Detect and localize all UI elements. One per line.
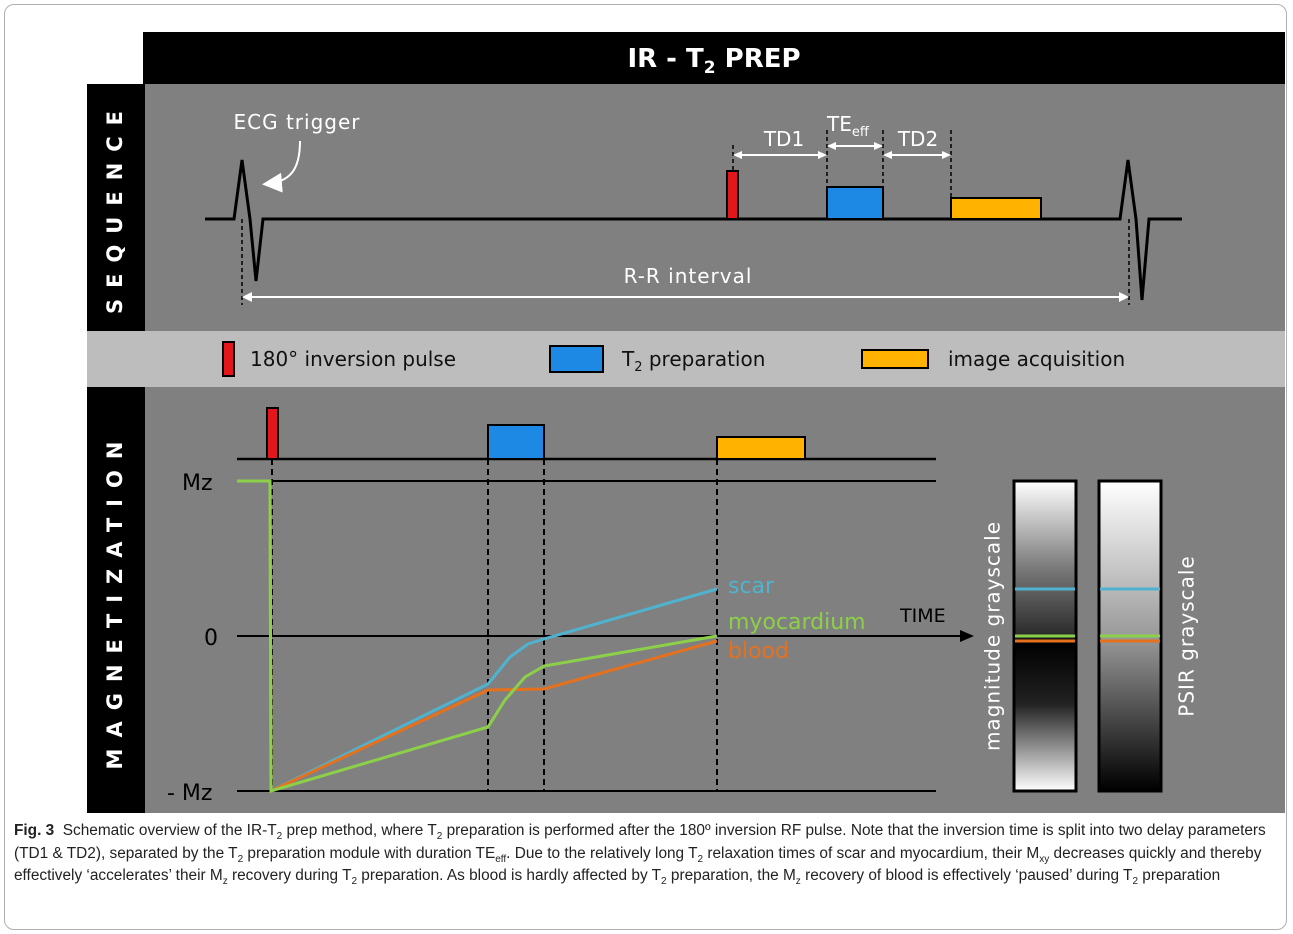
te-eff-label: TEeff	[826, 112, 870, 140]
rr-interval-label: R-R interval	[624, 264, 753, 288]
zero-label: 0	[204, 626, 218, 651]
sequence-panel	[145, 84, 1285, 331]
mz-top-label: Mz	[182, 471, 213, 496]
inversion-pulse-block	[726, 170, 739, 220]
ecg-trigger-label: ECG trigger	[234, 110, 361, 134]
mag-acquisition-block	[716, 436, 806, 460]
magnetization-side-label: MAGNETIZATION	[103, 431, 127, 770]
grayscale-markers	[1015, 587, 1160, 643]
magnitude-label: magnitude grayscale	[981, 521, 1005, 751]
title-bar	[143, 32, 1285, 84]
myocardium-label: myocardium	[728, 610, 866, 635]
blood-label: blood	[728, 639, 789, 664]
time-axis-arrowhead	[960, 630, 974, 642]
mag-inversion-block	[266, 407, 279, 460]
psir-label: PSIR grayscale	[1175, 555, 1199, 716]
t2-prep-block	[826, 186, 884, 220]
myocardium-curve	[237, 479, 718, 794]
sequence-side-bar	[87, 84, 145, 331]
legend-inversion-label: 180° inversion pulse	[250, 347, 456, 371]
time-axis-label: TIME	[899, 605, 946, 627]
legend-t2-label: T2 preparation	[621, 347, 765, 375]
mz-bottom-label: - Mz	[167, 781, 212, 806]
mag-dashed-lines	[271, 459, 718, 791]
td2-label: TD2	[897, 127, 938, 151]
legend-strip	[87, 331, 1285, 387]
legend-t2-swatch	[549, 345, 604, 373]
caption-label: Fig. 3	[14, 822, 55, 839]
ecg-baseline-left	[205, 159, 727, 282]
legend-acquisition-swatch	[861, 349, 929, 369]
caption-text: Schematic overview of the IR-T	[62, 822, 277, 839]
timing-arrows	[249, 145, 1122, 298]
figure-caption: Fig. 3 Schematic overview of the IR-T2 p…	[14, 822, 1266, 888]
timing-arrow-heads	[242, 142, 1129, 302]
sequence-side-label: SEQUENCE	[103, 100, 127, 314]
ecg-baseline-right	[727, 159, 1182, 301]
legend-inversion-swatch	[222, 341, 235, 377]
scar-label: scar	[728, 574, 775, 599]
td1-label: TD1	[763, 127, 804, 151]
acquisition-block	[950, 197, 1042, 220]
figure-frame	[4, 4, 1287, 930]
mag-t2-block	[487, 424, 545, 460]
legend-acquisition-label: image acquisition	[948, 347, 1125, 371]
ecg-trigger-arrow	[262, 140, 301, 193]
magnetization-side-bar	[87, 387, 145, 813]
figure-title: IR - T2 PREP	[627, 44, 800, 78]
